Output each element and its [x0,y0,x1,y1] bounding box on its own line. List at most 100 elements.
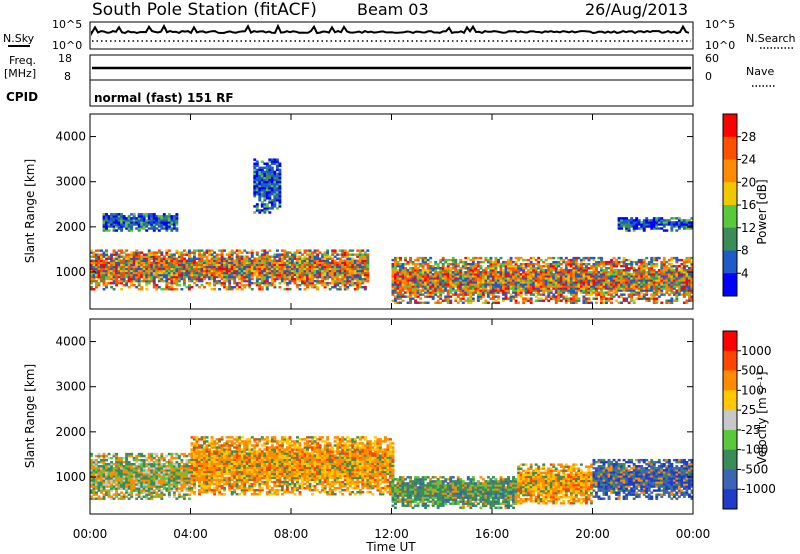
heatmap-cell [293,255,297,258]
heatmap-cell [127,223,131,226]
heatmap-cell [263,192,267,196]
heatmap-cell [584,262,588,266]
heatmap-cell [187,261,191,265]
heatmap-cell [115,471,119,474]
heatmap-cell [532,264,536,268]
heatmap-cell [245,261,249,265]
heatmap-cell [147,219,151,222]
heatmap-cell [592,283,596,286]
heatmap-cell [640,223,644,226]
heatmap-cell [554,260,558,264]
heatmap-cell [396,279,400,282]
heatmap-cell [549,273,553,276]
heatmap-cell [569,293,573,296]
heatmap-cell [572,264,576,268]
heatmap-cell [454,277,458,280]
heatmap-cell [278,164,282,167]
heatmap-cell [665,283,669,286]
heatmap-cell [157,229,161,232]
heatmap-cell [394,277,397,280]
heatmap-cell [273,180,277,184]
heatmap-cell [419,256,423,260]
heatmap-cell [137,227,141,230]
heatmap-cell [665,275,669,278]
heatmap-cell [127,460,131,464]
heatmap-cell [301,265,304,269]
heatmap-cell [260,249,264,252]
heatmap-cell [225,269,229,273]
heatmap-cell [592,291,596,294]
heatmap-cell [122,487,126,490]
heatmap-cell [291,271,294,275]
heatmap-cell [278,253,282,256]
heatmap-cell [396,277,400,280]
heatmap-cell [582,283,586,286]
heatmap-cell [399,301,402,304]
heatmap-cell [494,279,498,282]
heatmap-cell [494,273,498,276]
heatmap-cell [429,277,433,280]
heatmap-cell [532,271,536,274]
heatmap-cell [293,273,297,277]
heatmap-cell [285,277,289,281]
heatmap-cell [223,263,227,267]
heatmap-cell [120,275,124,279]
heatmap-cell [132,223,136,226]
heatmap-cell [574,295,578,298]
heatmap-cell [361,271,365,275]
heatmap-cell [650,271,654,274]
heatmap-cell [499,271,503,274]
heatmap-cell [640,221,644,224]
heatmap-cell [489,267,493,270]
heatmap-cell [338,265,342,269]
heatmap-cell [90,255,93,258]
heatmap-cell [464,287,468,290]
heatmap-cell [102,253,106,256]
heatmap-cell [152,219,156,222]
heatmap-cell [263,162,267,165]
heatmap-cell [162,215,166,218]
heatmap-cell [120,465,124,468]
heatmap-cell [657,283,661,286]
heatmap-cell [255,277,259,281]
heatmap-cell [175,229,179,232]
heatmap-cell [331,285,335,289]
heatmap-cell [466,256,470,260]
heatmap-cell [167,285,171,289]
heatmap-cell [328,275,332,279]
heatmap-cell [461,264,465,268]
heatmap-cell [471,269,475,272]
heatmap-cell [160,263,164,267]
heatmap-cell [137,458,141,462]
heatmap-cell [657,295,661,298]
heatmap-cell [424,271,428,274]
heatmap-cell [660,281,664,284]
heatmap-cell [612,260,616,264]
heatmap-cell [213,275,217,279]
heatmap-cell [278,184,282,188]
heatmap-cell [617,285,621,288]
heatmap-cell [424,295,428,298]
heatmap-cell [522,262,526,266]
heatmap-cell [328,288,332,291]
heatmap-cell [122,497,126,500]
heatmap-cell [162,267,166,271]
heatmap-cell [597,273,601,276]
heatmap-cell [391,269,395,272]
heatmap-cell [622,271,626,274]
heatmap-cell [597,275,601,278]
heatmap-cell [504,267,508,270]
heatmap-cell [110,462,114,466]
heatmap-cell [564,285,568,288]
heatmap-cell [155,267,159,271]
heatmap-cell [140,481,144,484]
heatmap-cell [132,269,136,273]
heatmap-cell [228,271,232,275]
heatmap-cell [182,273,186,277]
heatmap-cell [607,291,611,294]
heatmap-cell [200,253,204,256]
heatmap-cell [127,255,131,258]
heatmap-cell [235,261,239,265]
heatmap-cell [612,269,616,272]
heatmap-cell [318,269,322,273]
